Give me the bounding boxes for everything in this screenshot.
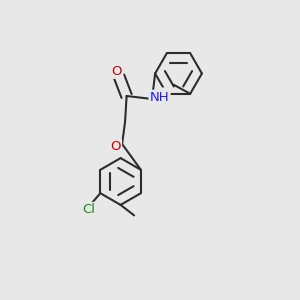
Text: O: O — [110, 140, 121, 153]
Text: N: N — [158, 89, 168, 102]
Text: Cl: Cl — [82, 203, 95, 216]
Text: NH: NH — [150, 91, 169, 104]
Text: O: O — [112, 64, 122, 78]
